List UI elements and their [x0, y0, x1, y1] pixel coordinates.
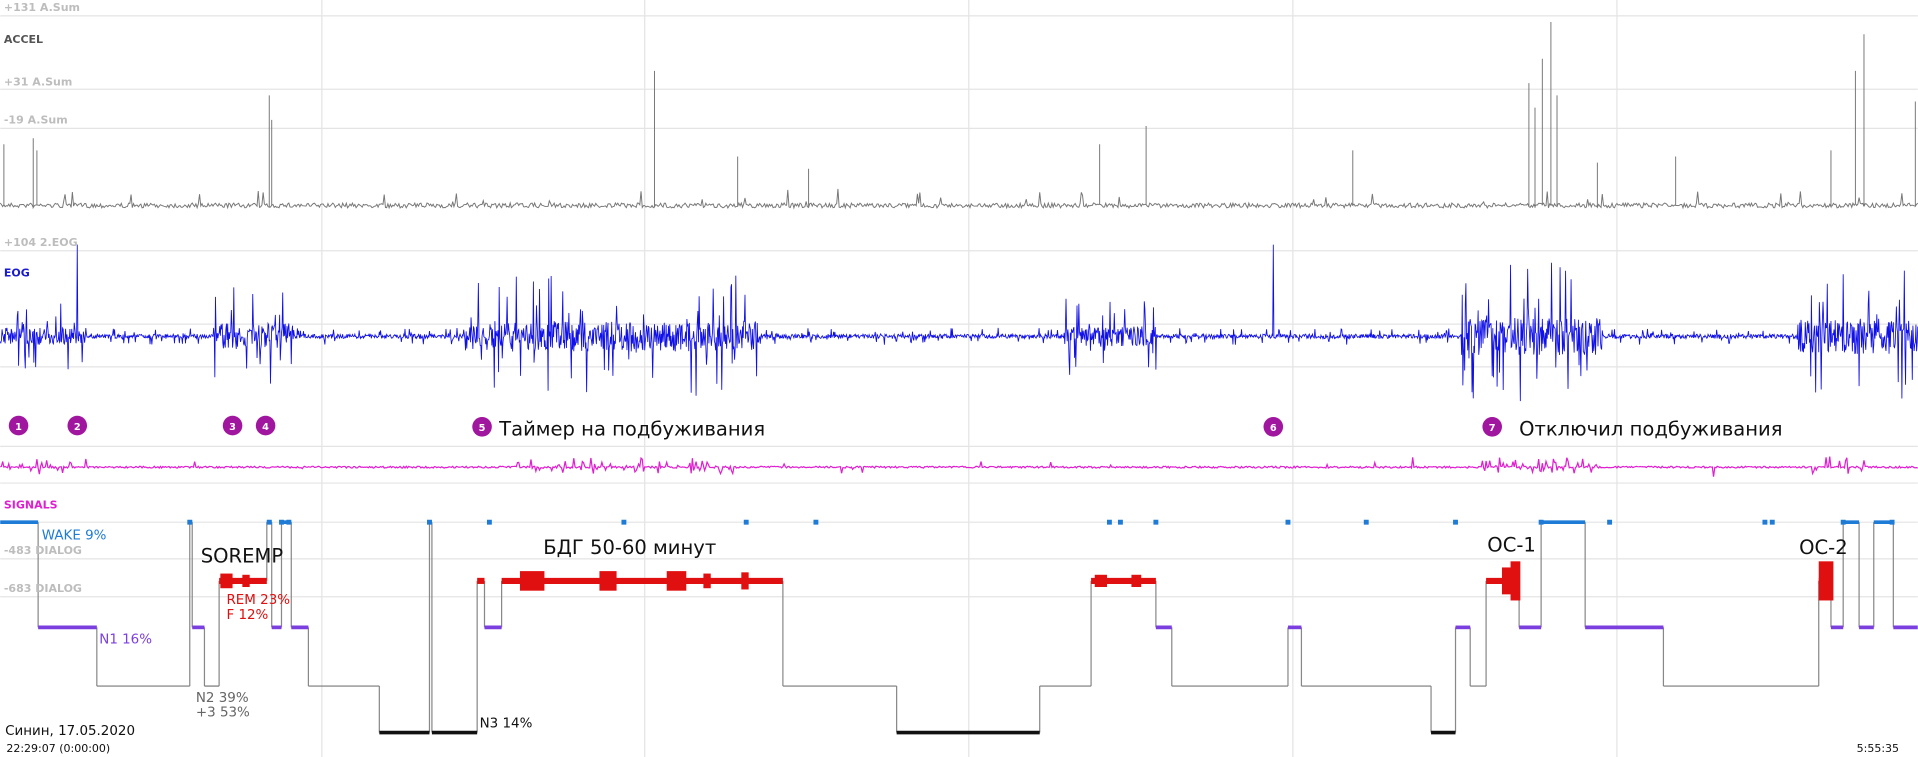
eog-trace — [0, 244, 1918, 402]
wake-tick — [621, 519, 627, 525]
wake-tick — [1769, 519, 1775, 525]
rem-burst — [1818, 561, 1834, 601]
axis-label: -19 A.Sum — [4, 114, 68, 127]
wake-tick — [279, 519, 284, 525]
rem-burst — [1094, 574, 1107, 588]
axis-label: -683 DIALOG — [4, 582, 82, 595]
rem-burst — [666, 571, 687, 591]
marker — [472, 417, 492, 437]
marker-number: 7 — [1489, 423, 1496, 434]
marker — [67, 415, 88, 436]
stage-label: WAKE 9% — [42, 528, 107, 543]
wake-tick — [1762, 519, 1768, 525]
wake-tick — [486, 519, 492, 525]
rem-burst — [220, 573, 233, 589]
axis-label: +31 A.Sum — [4, 76, 72, 89]
rem-burst — [242, 574, 250, 588]
marker-number: 6 — [1270, 423, 1277, 434]
wake-tick — [286, 519, 292, 525]
rem-burst — [1131, 574, 1142, 588]
marker-number: 4 — [262, 422, 269, 433]
annotation: БДГ 50-60 минут — [543, 536, 716, 559]
marker — [1263, 417, 1284, 437]
axis-label: +104 2.EOG — [4, 236, 78, 249]
annotation: SOREMP — [201, 545, 284, 568]
axis-label: -483 DIALOG — [4, 544, 82, 557]
dialog-trace — [0, 456, 1918, 477]
stage-label: N1 16% — [99, 632, 152, 647]
subject: Синин, 17.05.2020 — [5, 724, 135, 739]
wake-tick — [1607, 519, 1613, 525]
marker — [8, 415, 29, 436]
rem-burst — [741, 572, 749, 590]
stage-label: REM 23% — [226, 593, 290, 608]
stage-label: N3 14% — [480, 717, 533, 732]
wake-tick — [427, 519, 432, 525]
accel-trace — [0, 22, 1918, 210]
marker-number: 2 — [74, 422, 81, 433]
wake-tick — [1153, 519, 1159, 525]
stage-label: N2 39% — [196, 691, 249, 706]
annotation: ОС-1 — [1487, 534, 1536, 557]
wake-tick — [1538, 519, 1544, 525]
axis-label: SIGNALS — [4, 499, 58, 512]
rem-burst — [1510, 561, 1521, 601]
start-time: 22:29:07 (0:00:00) — [6, 742, 110, 755]
rem-burst — [519, 571, 545, 591]
wake-tick — [1453, 519, 1458, 525]
markers: 1 2 3 4 5 6 7 — [8, 415, 1502, 437]
marker-number: 5 — [479, 423, 486, 434]
wake-tick — [1285, 519, 1291, 525]
annotation: Отключил подбуживания — [1519, 417, 1782, 440]
wake-tick — [1889, 519, 1895, 525]
annotation: ОС-2 — [1799, 536, 1848, 559]
stage-label: F 12% — [226, 608, 268, 623]
stage-label: +3 53% — [196, 706, 250, 721]
axis-label: +131 A.Sum — [4, 1, 80, 14]
signals — [0, 22, 1918, 477]
marker — [1482, 417, 1502, 437]
wake-tick — [813, 519, 819, 525]
wake-tick — [1117, 519, 1123, 525]
marker — [222, 415, 243, 436]
rem-burst — [703, 573, 711, 589]
marker-number: 3 — [229, 422, 236, 433]
wake-tick — [743, 519, 749, 525]
wake-tick — [1840, 519, 1846, 525]
wake-tick — [1363, 519, 1369, 525]
end-time: 5:55:35 — [1857, 742, 1899, 755]
marker-number: 1 — [15, 422, 22, 433]
hypnogram — [0, 519, 1918, 735]
axis-label: ACCEL — [4, 33, 43, 46]
axis-label: EOG — [4, 266, 30, 279]
wake-tick — [187, 519, 193, 525]
wake-tick — [266, 519, 272, 525]
rem-burst — [599, 571, 617, 591]
wake-tick — [1106, 519, 1112, 525]
annotation: Таймер на подбуживания — [498, 417, 765, 440]
marker — [255, 415, 276, 436]
